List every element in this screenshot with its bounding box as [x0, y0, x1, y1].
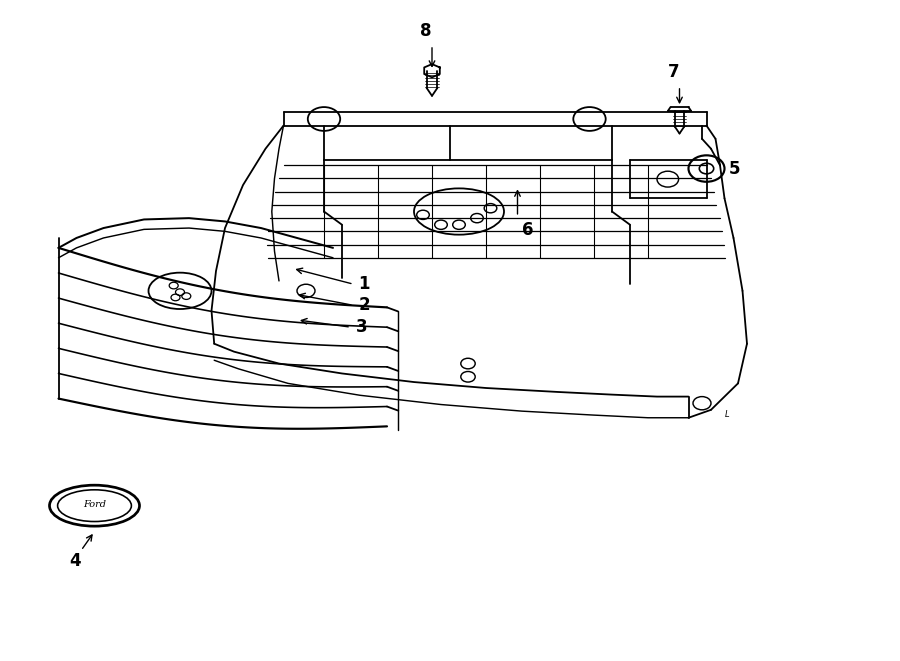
Text: 8: 8	[420, 22, 431, 40]
Ellipse shape	[148, 272, 211, 309]
Text: 1: 1	[358, 275, 370, 293]
Text: 5: 5	[729, 159, 741, 178]
Text: Ford: Ford	[83, 500, 106, 509]
Ellipse shape	[58, 490, 131, 522]
Text: L: L	[724, 410, 730, 419]
Text: 4: 4	[69, 551, 80, 570]
Text: 7: 7	[668, 63, 679, 81]
Ellipse shape	[50, 485, 140, 526]
Text: 3: 3	[356, 318, 367, 336]
Text: 6: 6	[522, 221, 534, 239]
Text: 2: 2	[358, 296, 370, 315]
Ellipse shape	[414, 188, 504, 235]
